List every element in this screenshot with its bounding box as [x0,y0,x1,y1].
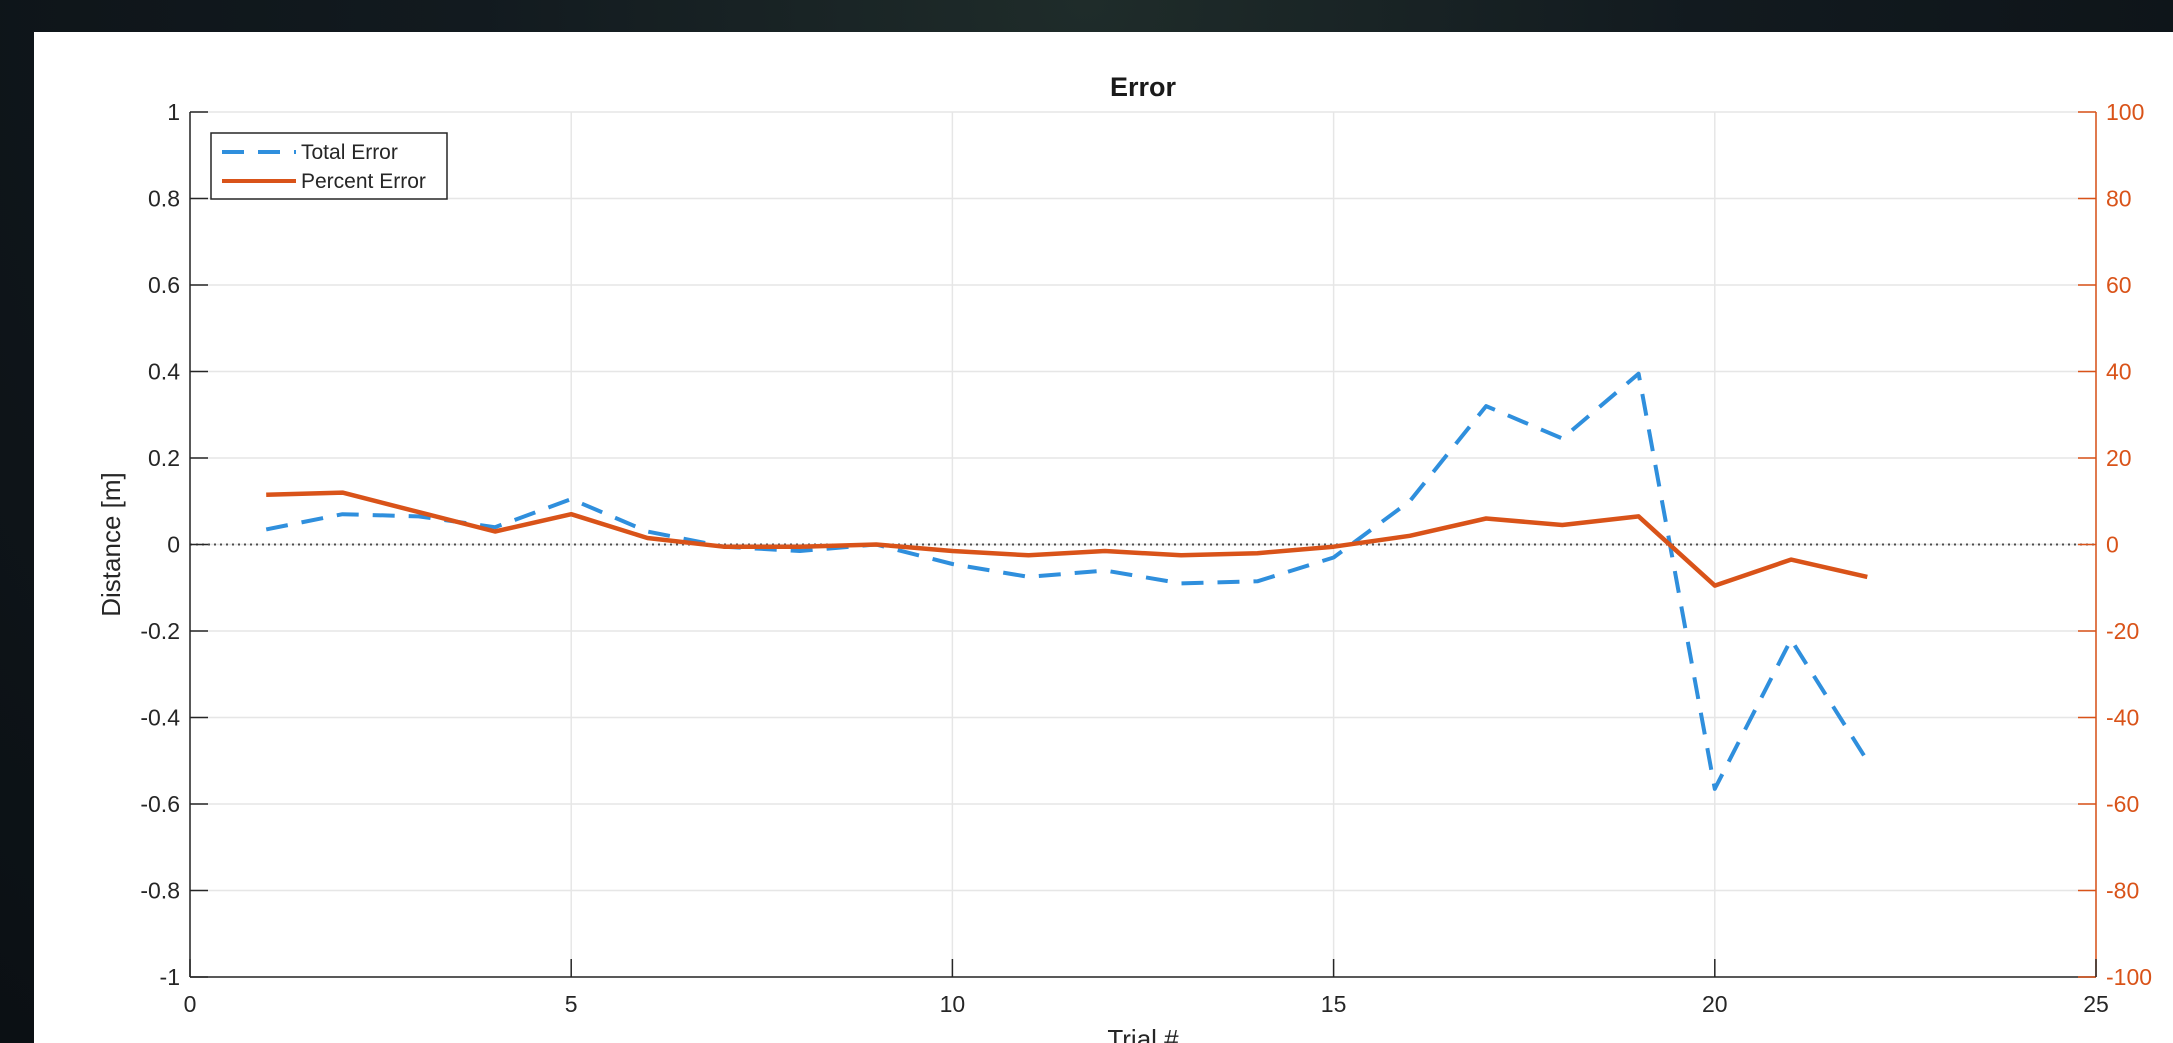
chart-title: Error [1110,72,1177,102]
y2-tick-label: -100 [2106,964,2152,990]
y2-tick-label: 20 [2106,445,2132,471]
y-tick-label: -0.6 [140,791,180,817]
x-tick-label: 5 [565,991,578,1017]
y-tick-label: 0.6 [148,272,180,298]
y-tick-label: 0 [167,532,180,558]
series-line-total-error [265,371,1869,791]
x-tick-label: 15 [1321,991,1347,1017]
y2-tick-label: -20 [2106,618,2139,644]
legend-label-total-error: Total Error [301,141,398,164]
y-tick-label: 0.4 [148,359,180,385]
tick-labels: 10.80.60.40.20-0.2-0.4-0.6-0.8-110080604… [140,99,2152,1017]
x-tick-label: 0 [184,991,197,1017]
y-tick-label: -1 [160,964,180,990]
y2-tick-label: -80 [2106,878,2139,904]
axes [189,111,2097,978]
legend-label-percent-error: Percent Error [301,170,426,193]
y-tick-label: 0.2 [148,445,180,471]
figure-panel [34,32,2173,1043]
x-tick-label: 25 [2083,991,2109,1017]
y-tick-label: -0.8 [140,878,180,904]
y2-tick-label: 0 [2106,532,2119,558]
y-tick-label: -0.2 [140,618,180,644]
y-tick-label: 1 [167,99,180,125]
y-tick-label: 0.8 [148,186,180,212]
y2-tick-label: 40 [2106,359,2132,385]
y-axis-label: Distance [m] [96,472,126,617]
y2-tick-label: -60 [2106,791,2139,817]
y2-tick-label: 60 [2106,272,2132,298]
series-layer [265,371,1869,791]
legend-box [210,132,448,200]
x-axis-label: Trial # [1107,1024,1179,1043]
legend: Total Error Percent Error [210,132,448,200]
y2-tick-label: 80 [2106,186,2132,212]
x-tick-label: 10 [940,991,966,1017]
y2-tick-label: -40 [2106,705,2139,731]
y-tick-label: -0.4 [140,705,180,731]
x-tick-label: 20 [1702,991,1728,1017]
series-line-percent-error [266,490,1868,588]
y2-tick-label: 100 [2106,99,2144,125]
